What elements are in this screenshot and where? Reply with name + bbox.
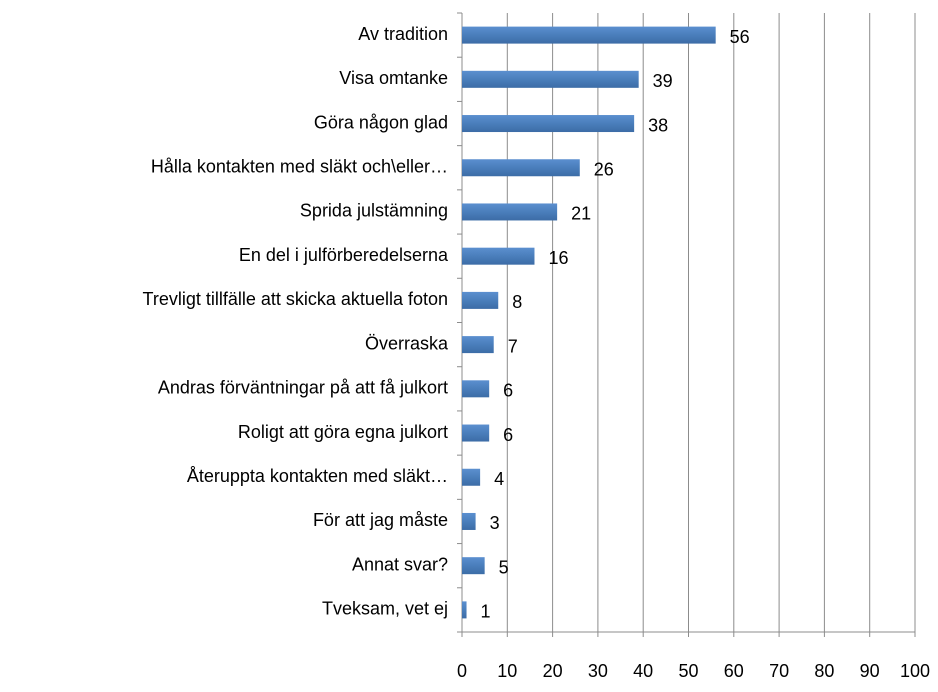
x-tick-label: 100: [900, 661, 930, 681]
data-label: 38: [648, 115, 668, 135]
y-tick-label: Hålla kontakten med släkt och\eller…: [151, 157, 448, 177]
bar: [462, 601, 467, 619]
y-tick-label: För att jag måste: [313, 510, 448, 530]
x-tick-label: 90: [860, 661, 880, 681]
y-tick-label: Göra någon glad: [314, 112, 448, 132]
data-label: 6: [503, 425, 513, 445]
bar: [462, 291, 499, 309]
data-label: 7: [508, 336, 518, 356]
data-label: 39: [653, 71, 673, 91]
x-tick-label: 70: [769, 661, 789, 681]
y-tick-label: Trevligt tillfälle att skicka aktuella f…: [143, 289, 448, 309]
data-label: 56: [730, 27, 750, 47]
y-tick-label: Tveksam, vet ej: [322, 599, 448, 619]
data-label: 1: [481, 602, 491, 622]
data-label: 16: [548, 248, 568, 268]
data-label: 4: [494, 469, 504, 489]
data-label: 21: [571, 204, 591, 224]
y-tick-label: En del i julförberedelserna: [239, 245, 449, 265]
x-tick-label: 20: [543, 661, 563, 681]
y-tick-label: Annat svar?: [352, 554, 448, 574]
x-tick-label: 0: [457, 661, 467, 681]
y-tick-label: Visa omtanke: [339, 68, 448, 88]
data-label: 6: [503, 381, 513, 401]
bar: [462, 247, 535, 265]
y-tick-label: Roligt att göra egna julkort: [238, 422, 448, 442]
data-label: 26: [594, 160, 614, 180]
y-tick-label: Överraska: [365, 333, 449, 353]
bar: [462, 336, 494, 354]
y-tick-label: Andras förväntningar på att få julkort: [158, 378, 448, 398]
bar: [462, 424, 490, 442]
bar: [462, 380, 490, 398]
bar: [462, 70, 639, 88]
bar: [462, 26, 716, 44]
y-tick-label: Återuppta kontakten med släkt…: [187, 466, 448, 486]
bar: [462, 203, 558, 221]
y-tick-label: Sprida julstämning: [300, 201, 448, 221]
bar: [462, 512, 476, 530]
x-tick-label: 40: [633, 661, 653, 681]
bar: [462, 159, 580, 177]
data-label: 5: [499, 557, 509, 577]
x-tick-label: 80: [814, 661, 834, 681]
x-tick-label: 30: [588, 661, 608, 681]
x-tick-label: 50: [678, 661, 698, 681]
x-tick-label: 60: [724, 661, 744, 681]
bar: [462, 468, 481, 486]
x-tick-label: 10: [497, 661, 517, 681]
bar: [462, 557, 485, 575]
data-label: 8: [512, 292, 522, 312]
y-tick-label: Av tradition: [358, 24, 448, 44]
data-label: 3: [490, 513, 500, 533]
bar: [462, 115, 635, 133]
